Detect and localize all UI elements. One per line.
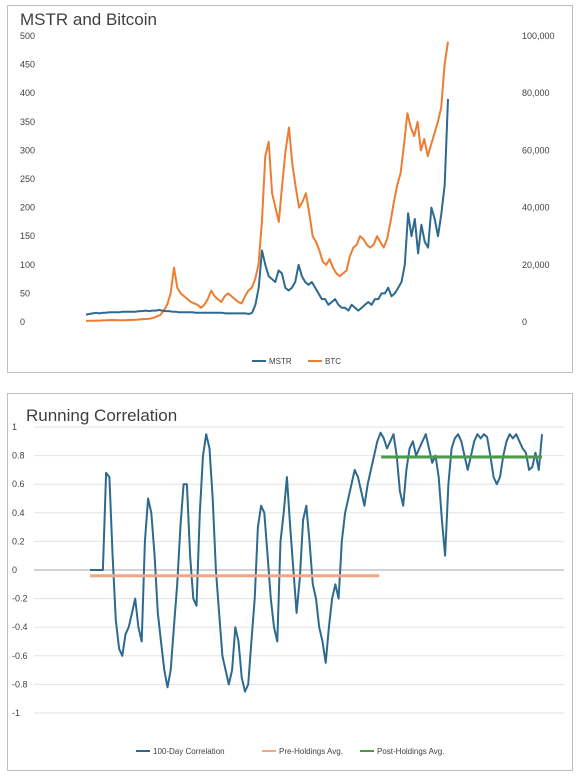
right-tick-label: 40,000 — [522, 203, 550, 213]
y-tick-label: 0.4 — [12, 508, 25, 518]
y-tick-label: 0.8 — [12, 451, 25, 461]
y-tick-label: -1 — [12, 708, 20, 718]
correlation-chart-panel: Running Correlation -1 -0.8 -0.6 -0.4 -0.2 0 0… — [7, 393, 573, 771]
chart-title: Running Correlation — [26, 406, 177, 425]
left-tick-label: 500 — [20, 31, 35, 41]
series-line-mstr — [85, 98, 449, 316]
y-tick-label: 1 — [12, 422, 17, 432]
left-axis-ticks: 0 50 100 150 200 250 300 350 400 450 500 — [20, 31, 35, 327]
left-tick-label: 100 — [20, 260, 35, 270]
y-axis-ticks: -1 -0.8 -0.6 -0.4 -0.2 0 0.2 0.4 0.6 0.8 1 — [12, 422, 28, 718]
correlation-chart: Running Correlation -1 -0.8 -0.6 -0.4 -0.2 0 0… — [12, 406, 564, 756]
legend-label: Pre-Holdings Avg. — [279, 747, 343, 756]
left-tick-label: 300 — [20, 145, 35, 155]
right-tick-label: 20,000 — [522, 260, 550, 270]
chart-title: MSTR and Bitcoin — [20, 10, 157, 29]
right-tick-label: 100,000 — [522, 31, 555, 41]
right-axis-ticks: 0 20,000 40,000 60,000 80,000 100,000 — [522, 31, 555, 327]
mstr-btc-chart-panel: MSTR and Bitcoin 0 50 100 150 200 250 300 350 40… — [7, 5, 573, 373]
y-tick-label: 0 — [12, 565, 17, 575]
series-line-100-day-correlation — [90, 431, 543, 693]
series-line-btc — [85, 41, 449, 322]
left-tick-label: 50 — [20, 288, 30, 298]
left-tick-label: 250 — [20, 174, 35, 184]
legend-label: Post-Holdings Avg. — [377, 747, 444, 756]
right-tick-label: 0 — [522, 317, 527, 327]
y-tick-label: -0.6 — [12, 651, 28, 661]
series-lines — [90, 431, 543, 693]
legend: MSTR BTC — [252, 357, 341, 366]
right-tick-label: 80,000 — [522, 88, 550, 98]
legend-label-btc: BTC — [325, 357, 341, 366]
left-tick-label: 350 — [20, 117, 35, 127]
right-tick-label: 60,000 — [522, 145, 550, 155]
left-tick-label: 0 — [20, 317, 25, 327]
series-lines — [85, 41, 449, 322]
y-tick-label: -0.2 — [12, 594, 28, 604]
left-tick-label: 450 — [20, 60, 35, 70]
mstr-btc-chart: MSTR and Bitcoin 0 50 100 150 200 250 300 350 40… — [20, 10, 555, 366]
left-tick-label: 150 — [20, 231, 35, 241]
legend: 100-Day Correlation Pre-Holdings Avg. Post… — [136, 747, 444, 756]
y-tick-label: 0.2 — [12, 536, 25, 546]
left-tick-label: 200 — [20, 203, 35, 213]
y-tick-label: -0.4 — [12, 622, 28, 632]
y-tick-label: -0.8 — [12, 679, 28, 689]
left-tick-label: 400 — [20, 88, 35, 98]
y-tick-label: 0.6 — [12, 479, 25, 489]
legend-label-mstr: MSTR — [269, 357, 292, 366]
legend-label: 100-Day Correlation — [153, 747, 225, 756]
